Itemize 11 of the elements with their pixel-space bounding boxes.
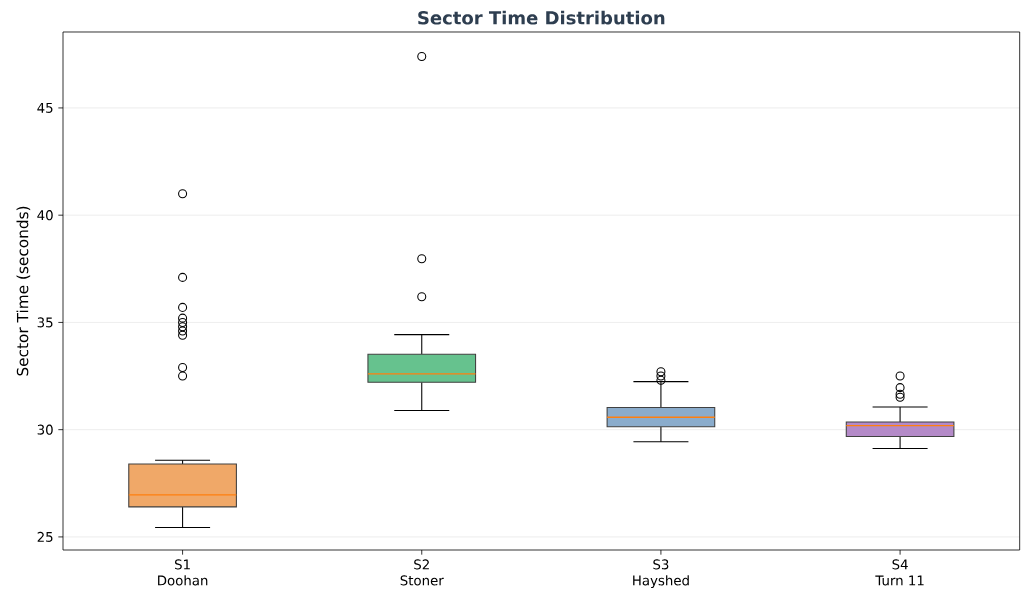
x-tick-label: S2 Stoner	[400, 559, 444, 586]
y-tick-label: 25	[37, 531, 53, 542]
y-axis-title: Sector Time (seconds)	[16, 206, 31, 376]
x-tick-label: S4 Turn 11	[875, 559, 924, 586]
y-tick-label: 30	[37, 424, 53, 435]
y-tick-label: 45	[37, 102, 53, 113]
x-tick-label: S3 Hayshed	[633, 559, 689, 589]
chart-title: Sector Time Distribution	[418, 10, 665, 25]
x-tick-label: S1 Doohan	[158, 559, 208, 586]
y-tick-label: 40	[37, 210, 53, 221]
y-tick-label: 35	[37, 317, 53, 328]
